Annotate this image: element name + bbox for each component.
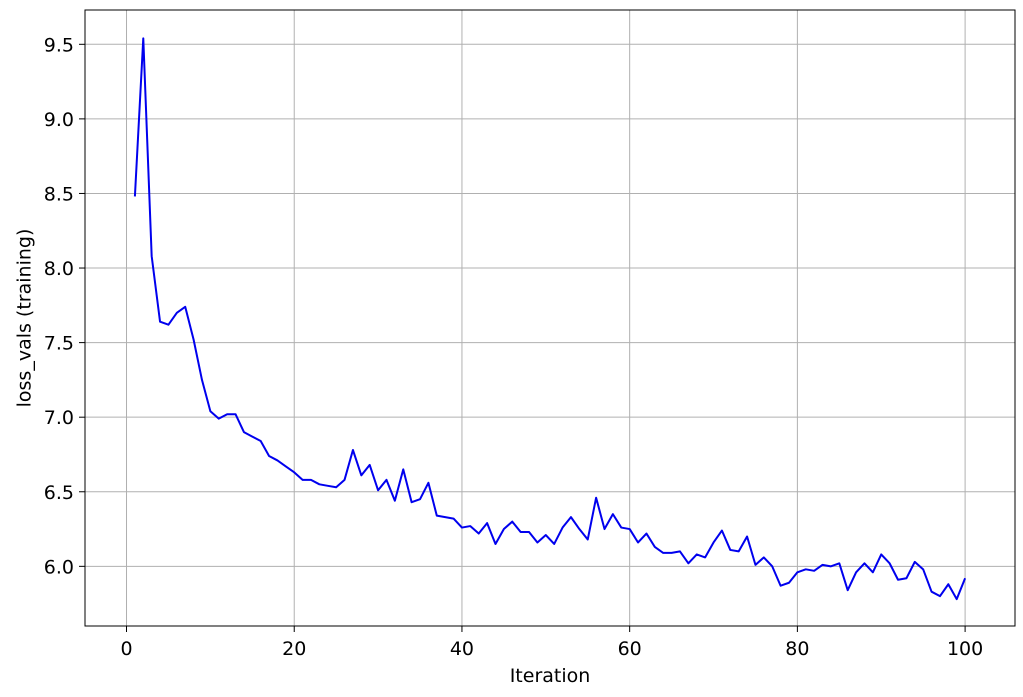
y-tick-label: 7.5 — [44, 333, 74, 355]
loss-series-line — [133, 37, 967, 601]
y-axis-label: loss_vals (training) — [14, 229, 36, 408]
y-tick-label: 8.5 — [44, 183, 74, 205]
y-tick-label: 9.5 — [44, 34, 74, 56]
x-tick-label: 20 — [282, 638, 306, 660]
x-tick-label: 0 — [120, 638, 132, 660]
x-tick-label: 60 — [618, 638, 642, 660]
series-layer — [133, 37, 967, 601]
axes-frame — [84, 9, 1016, 627]
y-tick-label: 9.0 — [44, 109, 74, 131]
y-tick-label: 7.0 — [44, 407, 74, 429]
y-tick-label: 6.5 — [44, 482, 74, 504]
y-tick-label: 8.0 — [44, 258, 74, 280]
x-tick-label: 100 — [947, 638, 983, 660]
x-axis-label: Iteration — [510, 665, 591, 687]
x-tick-label: 40 — [450, 638, 474, 660]
grid — [85, 10, 1015, 626]
y-tick-label: 6.0 — [44, 556, 74, 578]
ticks: 0 20 40 60 80 100 6.0 6.5 7.0 7.5 8.0 8.5 9.0 9.5 — [44, 34, 983, 660]
x-tick-label: 80 — [785, 638, 809, 660]
